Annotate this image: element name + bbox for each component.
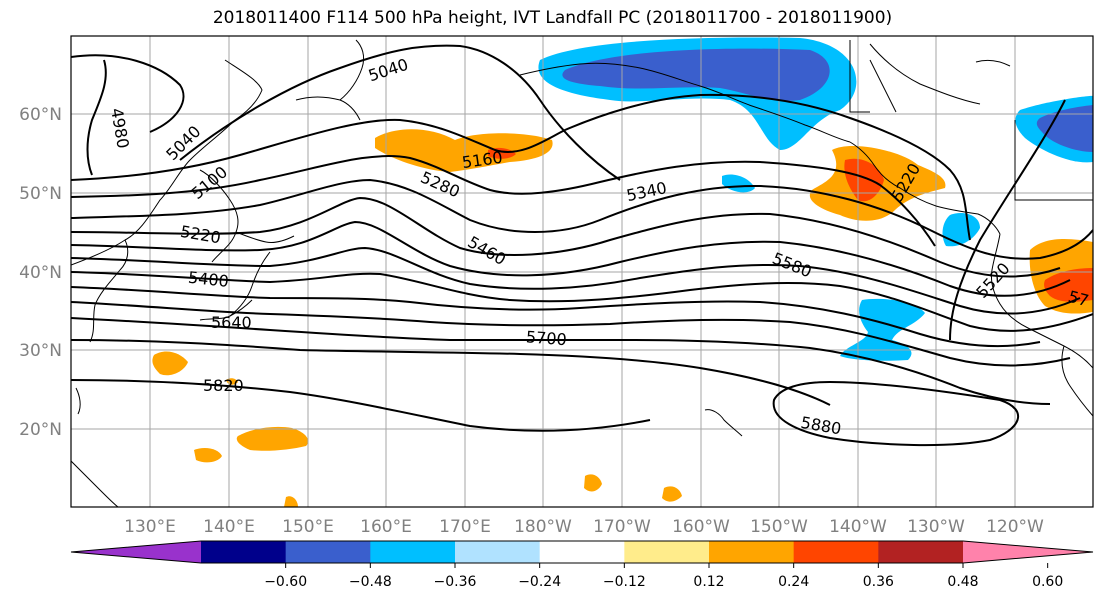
- contour-label: 4980: [107, 107, 133, 150]
- contour-label: 5460: [464, 232, 509, 269]
- colorbar-segment: [370, 541, 456, 563]
- contour-label: 5040: [366, 55, 411, 86]
- map-title: 2018011400 F114 500 hPa height, IVT Land…: [212, 8, 893, 28]
- contour-label: 5700: [525, 327, 567, 349]
- colorbar-extend-min: [71, 541, 201, 563]
- lon-label: 170°W: [593, 517, 651, 537]
- colorbar-outline: [70, 540, 1094, 564]
- colorbar-tick-label: −0.48: [349, 574, 392, 590]
- map-area: [71, 36, 1093, 507]
- height-contours: [71, 44, 1093, 447]
- lon-label: 160°E: [360, 517, 412, 537]
- colorbar-segment: [624, 541, 710, 563]
- lon-label: 150°E: [282, 517, 334, 537]
- colorbar-tick-label: −0.12: [603, 574, 646, 590]
- colorbar-segment: [201, 541, 287, 563]
- colorbar-segment: [709, 541, 795, 563]
- contour-label: 5100: [188, 162, 231, 203]
- colorbar-segment: [455, 541, 541, 563]
- lat-label: 20°N: [19, 420, 62, 440]
- contour-label: 5220: [179, 222, 222, 248]
- colorbar-tick-label: −0.36: [434, 574, 477, 590]
- lat-label: 60°N: [19, 105, 62, 125]
- contour-label: 5400: [187, 268, 229, 291]
- lon-label: 140°W: [829, 517, 887, 537]
- contour-label: 5580: [770, 249, 815, 282]
- lon-label: 150°W: [750, 517, 808, 537]
- colorbar-segment: [878, 541, 964, 563]
- colorbar-tick-label: 0.24: [778, 574, 809, 590]
- latitude-labels: 60°N 50°N 40°N 30°N 20°N: [19, 105, 62, 440]
- colorbar-extend-max: [963, 541, 1093, 563]
- colorbar: −0.60 −0.48 −0.36 −0.24 −0.12 0.12 0.24 0.36 0.4…: [70, 540, 1094, 590]
- colorbar-tick-label: 0.48: [947, 574, 978, 590]
- colorbar-tick-label: −0.60: [264, 574, 307, 590]
- contour-label: 5340: [625, 178, 669, 205]
- longitude-labels: 130°E 140°E 150°E 160°E 170°E 180°W 170°…: [124, 517, 1044, 537]
- ivt-negative-shading: [538, 37, 1093, 361]
- lon-label: 120°W: [986, 517, 1044, 537]
- lon-label: 130°W: [907, 517, 965, 537]
- colorbar-segment: [539, 541, 625, 563]
- coastlines: [71, 39, 1093, 507]
- lat-label: 50°N: [19, 184, 62, 204]
- colorbar-tick-label: 0.12: [693, 574, 724, 590]
- colorbar-tick-label: 0.36: [863, 574, 894, 590]
- lon-label: 160°W: [672, 517, 730, 537]
- lon-label: 140°E: [203, 517, 255, 537]
- colorbar-tick-label: −0.24: [518, 574, 561, 590]
- contour-label: 57: [1066, 287, 1091, 311]
- lat-label: 30°N: [19, 341, 62, 361]
- lon-label: 170°E: [439, 517, 491, 537]
- colorbar-segment: [793, 541, 879, 563]
- colorbar-segment: [285, 541, 371, 563]
- colorbar-tick-label: 0.60: [1032, 574, 1063, 590]
- lat-label: 40°N: [19, 263, 62, 283]
- map-frame: [70, 35, 1094, 508]
- contour-label: 5880: [799, 413, 842, 439]
- contour-label: 5640: [211, 313, 252, 332]
- lon-label: 180°W: [514, 517, 572, 537]
- contour-label: 5820: [203, 376, 244, 395]
- lon-label: 130°E: [124, 517, 176, 537]
